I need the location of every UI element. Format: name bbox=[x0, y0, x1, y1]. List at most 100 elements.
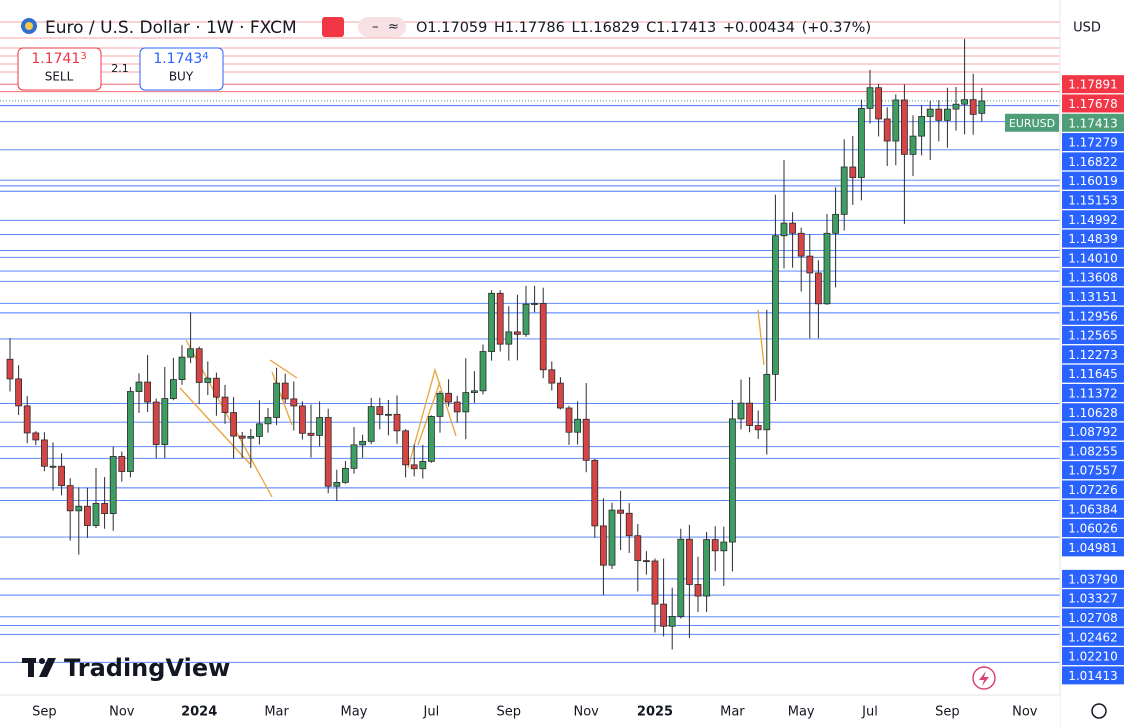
candle-body bbox=[961, 99, 968, 105]
price-label: 1.08792 bbox=[1068, 425, 1118, 439]
symbol-tag-bg bbox=[1005, 113, 1059, 132]
candle-body bbox=[763, 373, 771, 431]
candle-body bbox=[909, 135, 917, 155]
settings-icon[interactable] bbox=[1091, 703, 1107, 719]
candle-body bbox=[772, 235, 779, 375]
sell-label: SELL bbox=[45, 70, 74, 84]
logo-part bbox=[39, 658, 56, 677]
candle-body bbox=[23, 405, 31, 434]
price-label: 1.03790 bbox=[1068, 572, 1118, 586]
sell-button[interactable] bbox=[17, 47, 102, 91]
candle-body bbox=[488, 292, 496, 352]
candle-body bbox=[281, 382, 289, 400]
price-label-bg bbox=[1062, 94, 1124, 113]
candle-body bbox=[969, 99, 977, 115]
candle-body bbox=[470, 390, 478, 393]
candle-body bbox=[565, 407, 573, 433]
candle-body bbox=[625, 512, 633, 537]
ohlc-value: 1.17786 bbox=[505, 20, 565, 36]
candle-body bbox=[617, 509, 624, 514]
symbol-tag: EURUSD bbox=[1009, 117, 1055, 130]
candle-body bbox=[290, 398, 298, 407]
candle-body bbox=[600, 525, 607, 566]
price-label-bg bbox=[1062, 441, 1124, 460]
candle-body bbox=[754, 425, 762, 431]
candle-body bbox=[952, 103, 960, 110]
trend-line bbox=[269, 359, 298, 379]
candle-body bbox=[711, 539, 719, 552]
logo-part bbox=[39, 658, 45, 664]
candle-body bbox=[247, 436, 255, 439]
price-label: 1.02708 bbox=[1068, 611, 1118, 625]
candle-body bbox=[324, 417, 332, 487]
candle-body bbox=[789, 222, 796, 234]
candle-body bbox=[367, 406, 375, 442]
buy-price-tail: 4 bbox=[202, 51, 208, 62]
candle-body bbox=[419, 460, 427, 470]
price-label: 1.10628 bbox=[1068, 406, 1118, 420]
candle-body bbox=[797, 232, 805, 257]
candle-body bbox=[212, 377, 220, 398]
candle-body bbox=[169, 379, 177, 399]
price-label: 1.06026 bbox=[1068, 522, 1118, 536]
candle-body bbox=[729, 418, 736, 543]
price-label-bg bbox=[1062, 345, 1124, 364]
candle-body bbox=[574, 418, 581, 433]
candle-body bbox=[15, 378, 23, 407]
price-label: 1.14839 bbox=[1068, 232, 1118, 246]
x-tick-label: Mar bbox=[264, 705, 289, 720]
price-label: 1.11645 bbox=[1068, 367, 1118, 381]
candle-body bbox=[780, 222, 788, 237]
price-label: 1.16822 bbox=[1068, 155, 1118, 169]
candle-body bbox=[238, 435, 246, 439]
price-label-bg bbox=[1062, 422, 1124, 441]
x-tick-label: Mar bbox=[720, 705, 745, 720]
price-label-bg bbox=[1062, 499, 1124, 518]
price-label: 1.15153 bbox=[1068, 193, 1118, 207]
candle-body bbox=[883, 118, 891, 142]
currency[interactable]: USD bbox=[1073, 21, 1101, 36]
candle-body bbox=[316, 417, 324, 436]
candle-body bbox=[152, 401, 160, 445]
buy-price: 1.17434 bbox=[153, 51, 208, 67]
price-label-bg bbox=[1062, 190, 1124, 209]
candle-body bbox=[178, 356, 186, 381]
candle-body bbox=[204, 377, 212, 383]
price-label: 1.13151 bbox=[1068, 290, 1118, 304]
candle-body bbox=[436, 392, 444, 417]
indicator-toggle[interactable] bbox=[358, 17, 406, 37]
price-label-bg bbox=[1062, 326, 1124, 345]
price-label-bg bbox=[1062, 627, 1124, 646]
candle-body bbox=[643, 560, 650, 563]
flag-button[interactable] bbox=[322, 17, 344, 37]
price-label-bg bbox=[1062, 589, 1124, 608]
candle-body bbox=[410, 464, 418, 470]
candle-body bbox=[109, 456, 117, 515]
candle-body bbox=[944, 108, 951, 121]
candle-body bbox=[677, 538, 685, 617]
candle-body bbox=[66, 485, 74, 512]
candle-body bbox=[41, 439, 48, 467]
candle-body bbox=[892, 99, 900, 142]
candle-body bbox=[359, 440, 367, 446]
candle-body bbox=[445, 392, 453, 403]
x-tick-label: Sep bbox=[497, 705, 522, 720]
ohlc-label: O bbox=[416, 20, 427, 36]
candle-body bbox=[840, 166, 848, 215]
candle-body bbox=[376, 406, 384, 416]
candle-body bbox=[298, 405, 306, 434]
x-tick-label: 2024 bbox=[181, 705, 217, 720]
price-label-bg bbox=[1062, 248, 1124, 267]
candle-body bbox=[49, 465, 57, 468]
price-label-bg bbox=[1062, 364, 1124, 383]
candle-body bbox=[737, 402, 745, 420]
candle-body bbox=[746, 402, 753, 426]
ohlc-label: H bbox=[494, 20, 505, 36]
candle-body bbox=[127, 391, 134, 472]
candle-body bbox=[118, 456, 126, 472]
price-label-bg bbox=[1062, 480, 1124, 499]
buy-button[interactable] bbox=[139, 47, 224, 91]
x-tick-label: Nov bbox=[1012, 705, 1038, 720]
brand-name: TradingView bbox=[64, 654, 230, 682]
